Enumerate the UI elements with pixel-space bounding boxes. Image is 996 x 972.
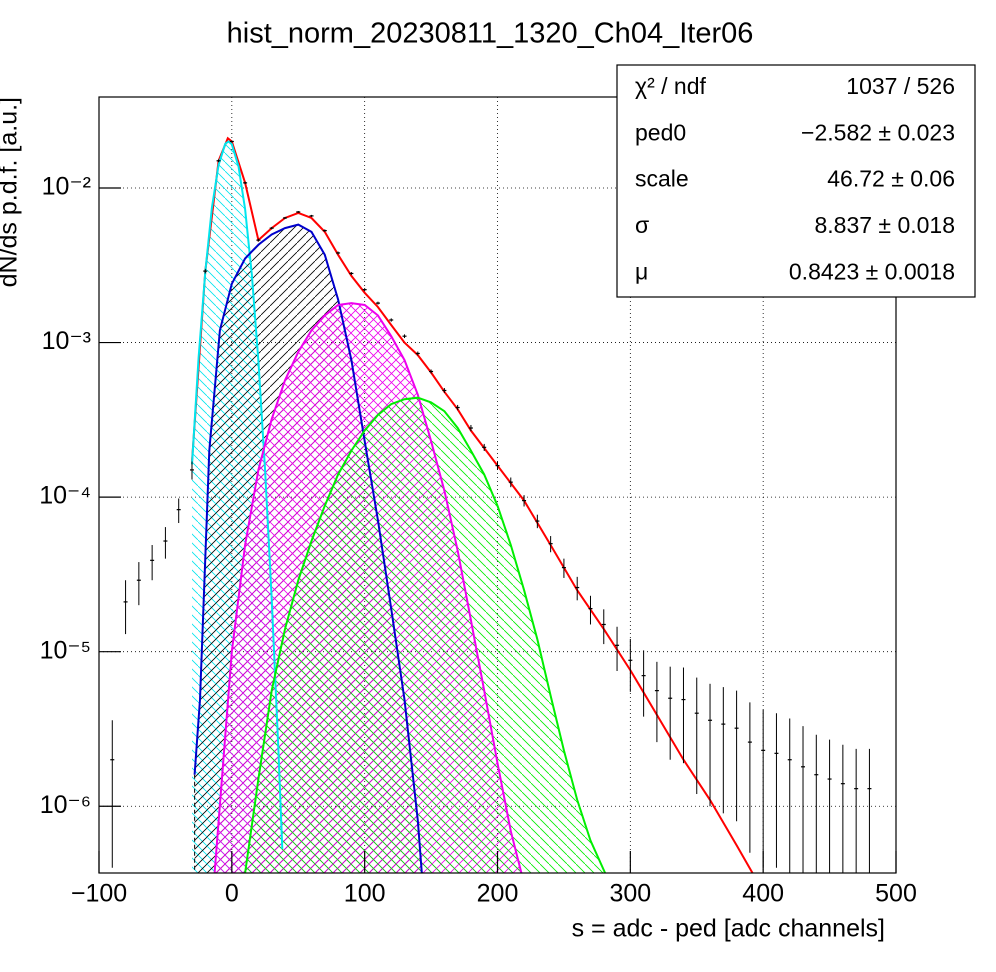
y-tick-label: 10⁻⁵ <box>40 636 91 664</box>
y-tick-label: 10⁻³ <box>42 327 91 355</box>
axes: −100 0 100 200 300 400 500 10⁻⁶ 10⁻⁵ 10⁻⁴ 10⁻³ 10⁻² <box>39 173 917 908</box>
fit-curve <box>193 223 423 873</box>
x-axis-label: s = adc - ped [adc channels] <box>572 915 885 943</box>
stat-label: scale <box>635 166 689 192</box>
stat-value: 0.8423 ± 0.0018 <box>789 258 955 284</box>
stat-label: χ² / ndf <box>635 73 706 99</box>
stat-value: 1037 / 526 <box>846 73 955 99</box>
y-tick-label: 10⁻² <box>42 173 91 201</box>
stats-frame <box>616 64 976 298</box>
fit-curve <box>244 396 607 873</box>
x-tick-label: 200 <box>477 880 519 908</box>
x-tick-label: 500 <box>875 880 917 908</box>
x-tick-label: 400 <box>742 880 784 908</box>
y-axis-label: dN/ds p.d.f. [a.u.] <box>0 97 23 287</box>
x-tick-label: 300 <box>609 880 651 908</box>
hatched-area <box>245 397 606 873</box>
stat-label: σ <box>635 212 649 238</box>
x-tick-label: 0 <box>225 880 239 908</box>
y-tick-label: 10⁻⁶ <box>40 791 91 819</box>
fit-curve <box>213 302 523 873</box>
stat-label: μ <box>635 258 648 284</box>
fit-curve <box>191 140 284 849</box>
x-tick-label: 100 <box>344 880 386 908</box>
stats-box: χ² / ndf 1037 / 526 ped0 −2.582 ± 0.023 scal… <box>616 64 976 298</box>
stat-label: ped0 <box>635 119 686 145</box>
stat-value: 8.837 ± 0.018 <box>814 212 955 238</box>
data-points <box>110 140 872 873</box>
y-tick-label: 10⁻⁴ <box>39 482 91 510</box>
x-tick-label: −100 <box>71 880 127 908</box>
stat-value: 46.72 ± 0.06 <box>827 166 955 192</box>
chart-title: hist_norm_20230811_1320_Ch04_Iter06 <box>227 18 754 50</box>
stat-value: −2.582 ± 0.023 <box>801 119 955 145</box>
